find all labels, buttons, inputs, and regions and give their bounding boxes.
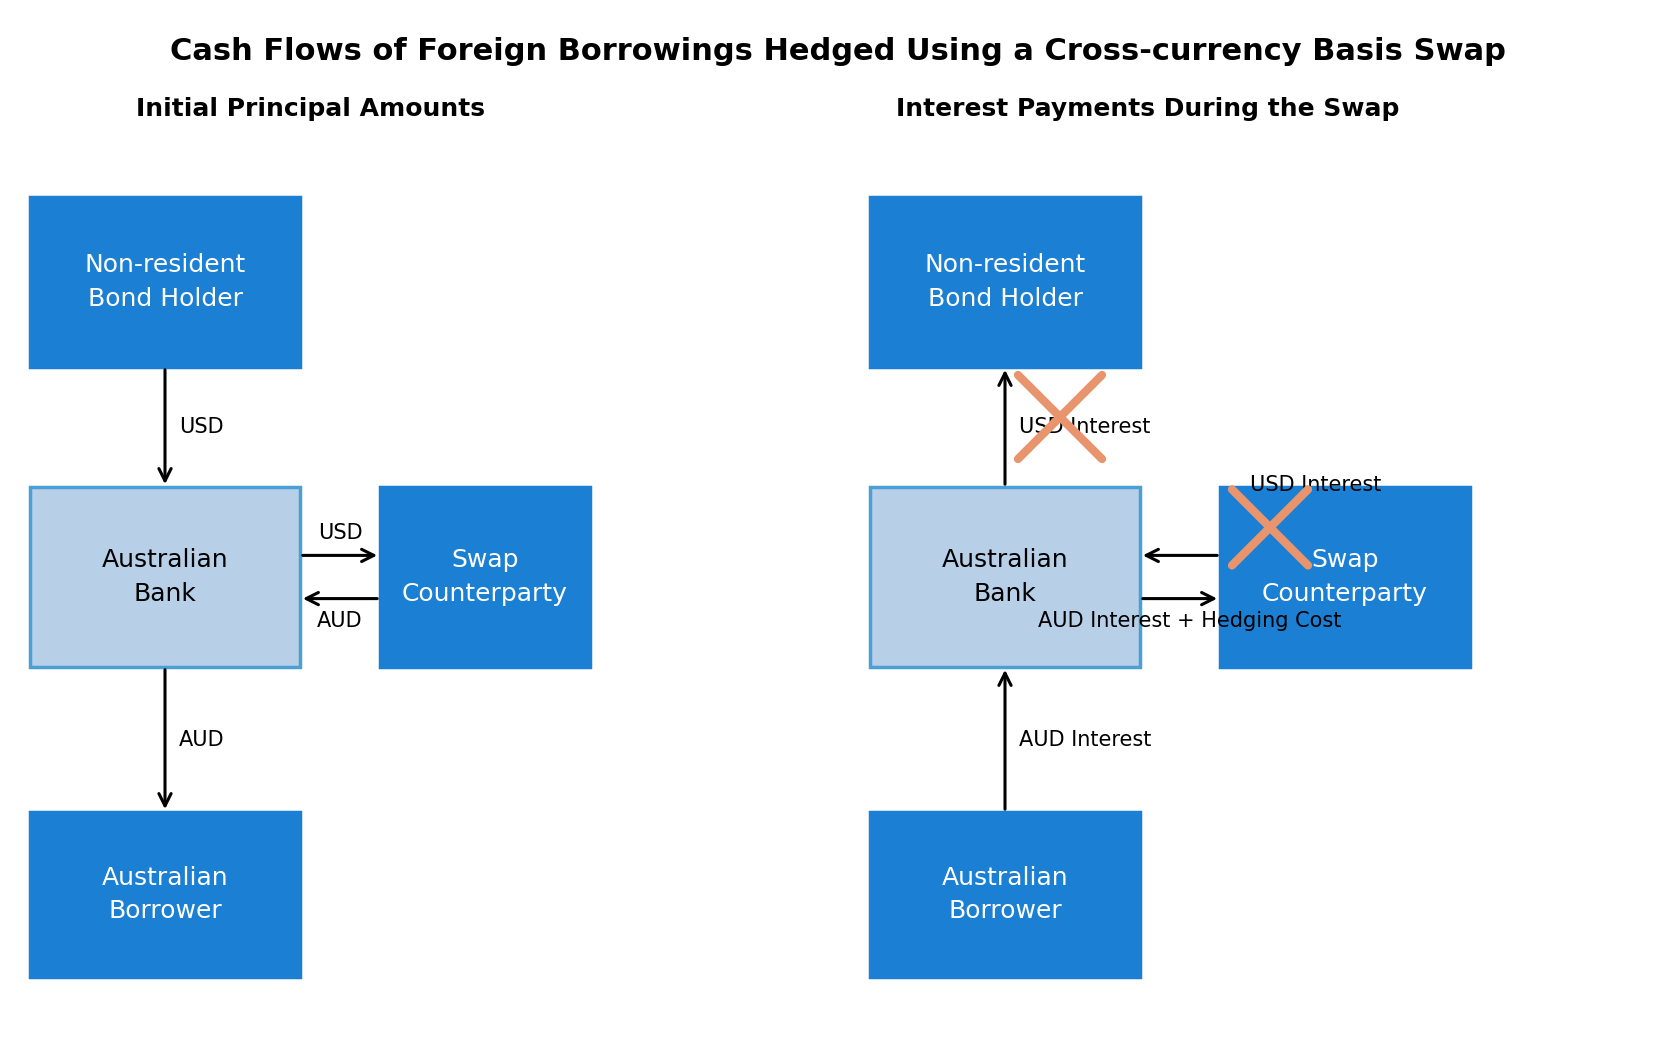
FancyBboxPatch shape <box>1220 487 1470 667</box>
Text: Initial Principal Amounts: Initial Principal Amounts <box>136 97 484 120</box>
Text: Swap
Counterparty: Swap Counterparty <box>1262 549 1428 606</box>
FancyBboxPatch shape <box>870 812 1140 977</box>
Text: AUD: AUD <box>179 729 225 749</box>
Text: AUD Interest + Hedging Cost: AUD Interest + Hedging Cost <box>1039 611 1342 631</box>
Text: Interest Payments During the Swap: Interest Payments During the Swap <box>897 97 1399 120</box>
Text: USD Interest: USD Interest <box>1019 418 1150 437</box>
Text: Non-resident
Bond Holder: Non-resident Bond Holder <box>84 254 246 311</box>
Text: Australian
Borrower: Australian Borrower <box>942 866 1068 923</box>
Text: AUD Interest: AUD Interest <box>1019 729 1151 749</box>
Text: USD: USD <box>318 523 362 543</box>
Text: Non-resident
Bond Holder: Non-resident Bond Holder <box>925 254 1086 311</box>
FancyBboxPatch shape <box>870 487 1140 667</box>
FancyBboxPatch shape <box>30 487 300 667</box>
Text: AUD: AUD <box>317 611 362 631</box>
FancyBboxPatch shape <box>30 197 300 367</box>
Text: USD Interest: USD Interest <box>1250 476 1381 496</box>
Text: Australian
Bank: Australian Bank <box>942 549 1068 606</box>
FancyBboxPatch shape <box>870 197 1140 367</box>
FancyBboxPatch shape <box>30 812 300 977</box>
Text: Australian
Borrower: Australian Borrower <box>102 866 228 923</box>
Text: Australian
Bank: Australian Bank <box>102 549 228 606</box>
Text: Cash Flows of Foreign Borrowings Hedged Using a Cross-currency Basis Swap: Cash Flows of Foreign Borrowings Hedged … <box>169 37 1507 66</box>
Text: Swap
Counterparty: Swap Counterparty <box>402 549 568 606</box>
FancyBboxPatch shape <box>380 487 590 667</box>
Text: USD: USD <box>179 418 223 437</box>
